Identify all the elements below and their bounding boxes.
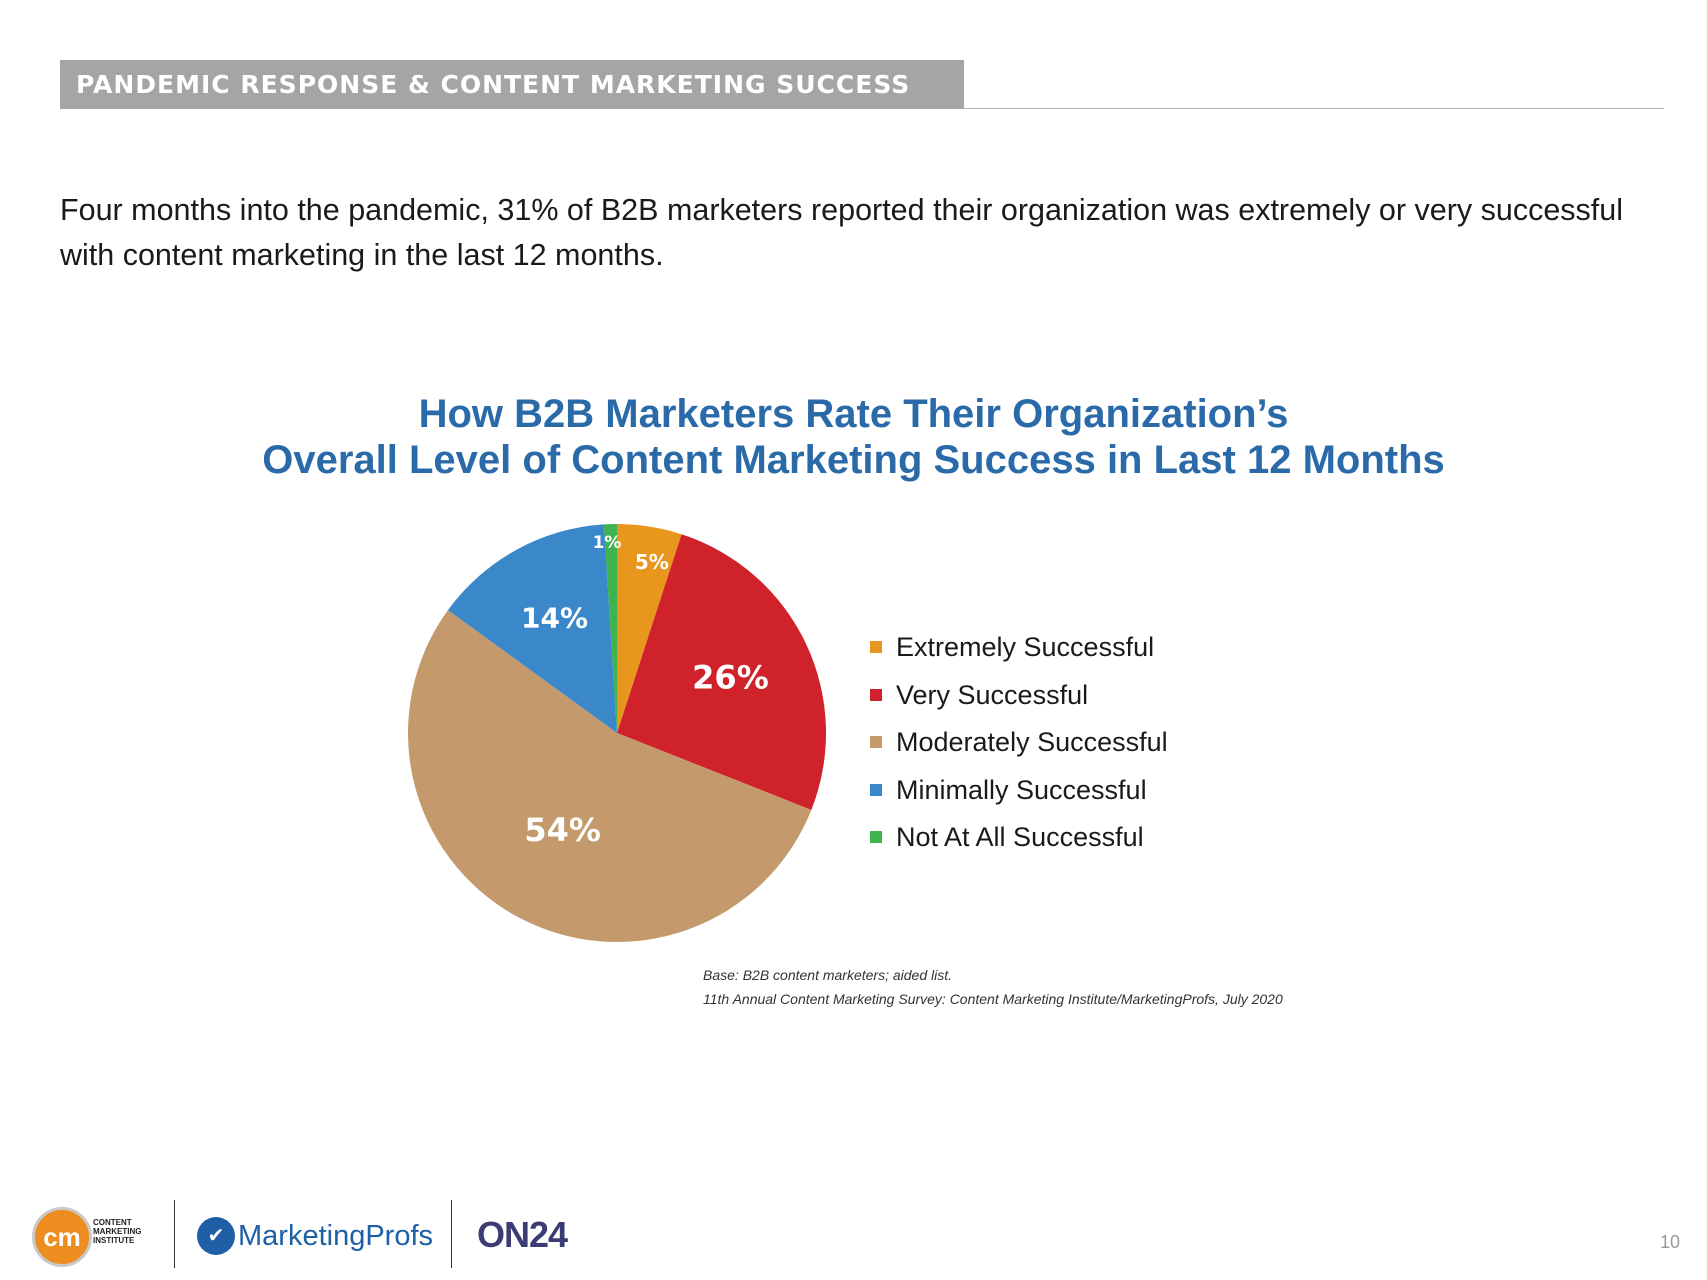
- pie-label-minimally-successful: 14%: [521, 601, 588, 634]
- intro-paragraph: Four months into the pandemic, 31% of B2…: [60, 188, 1660, 278]
- cmi-word-3: INSTITUTE: [93, 1236, 135, 1245]
- pie-slice-very-successful: [617, 534, 826, 810]
- source-note: 11th Annual Content Marketing Survey: Co…: [703, 991, 1283, 1007]
- base-note: Base: B2B content marketers; aided list.: [703, 967, 953, 983]
- chart-legend: Extremely Successful Very Successful Moder…: [870, 626, 1168, 864]
- pie-slice-moderately-successful: [408, 610, 812, 942]
- chart-title-line-1: How B2B Marketers Rate Their Organizatio…: [418, 392, 1289, 436]
- legend-item-minimally-successful: Minimally Successful: [870, 769, 1168, 817]
- cmi-word-1: CONTENT: [93, 1218, 132, 1227]
- legend-swatch: [870, 831, 882, 843]
- cmi-logo: cm: [32, 1207, 92, 1267]
- legend-item-moderately-successful: Moderately Successful: [870, 721, 1168, 769]
- legend-label: Minimally Successful: [896, 774, 1147, 805]
- legend-item-not-at-all-successful: Not At All Successful: [870, 816, 1168, 864]
- pie-label-extremely-successful: 5%: [635, 550, 669, 574]
- legend-swatch: [870, 736, 882, 748]
- pie-slice-minimally-successful: [447, 524, 617, 733]
- legend-label: Not At All Successful: [896, 822, 1144, 852]
- logo-divider: [174, 1200, 175, 1268]
- footer-logos: cm CONTENT MARKETING INSTITUTE ✔ Marketi…: [30, 1195, 590, 1275]
- page-number: 10: [1660, 1232, 1681, 1252]
- section-header-bar: PANDEMIC RESPONSE & CONTENT MARKETING SU…: [60, 60, 964, 109]
- legend-swatch: [870, 688, 882, 701]
- legend-label: Moderately Successful: [896, 727, 1168, 757]
- header-divider: [964, 108, 1664, 109]
- pie-label-very-successful: 26%: [692, 659, 769, 697]
- cmi-wordmark: CONTENT MARKETING INSTITUTE: [93, 1218, 153, 1245]
- legend-swatch: [870, 783, 882, 796]
- legend-item-very-successful: Very Successful: [870, 674, 1168, 722]
- intro-line-2: with content marketing in the last 12 mo…: [60, 238, 664, 272]
- pie-label-moderately-successful: 54%: [524, 811, 601, 849]
- legend-label: Very Successful: [896, 679, 1089, 710]
- legend-swatch: [870, 641, 882, 653]
- cmi-word-2: MARKETING: [93, 1227, 142, 1236]
- legend-item-extremely-successful: Extremely Successful: [870, 626, 1168, 674]
- intro-line-1: Four months into the pandemic, 31% of B2…: [60, 193, 1623, 227]
- pie-slice-extremely-successful: [617, 524, 682, 733]
- logo-divider: [451, 1200, 452, 1268]
- on24-logo: ON24: [477, 1214, 568, 1255]
- section-header-title: PANDEMIC RESPONSE & CONTENT MARKETING SU…: [76, 70, 911, 99]
- marketingprofs-logo: MarketingProfs: [238, 1220, 434, 1252]
- marketingprofs-icon: ✔: [197, 1217, 235, 1255]
- pie-label-not-at-all-successful: 1%: [593, 533, 622, 553]
- pie-slice-not-at-all-successful: [603, 524, 617, 733]
- chart-title-line-2: Overall Level of Content Marketing Succe…: [262, 438, 1445, 482]
- legend-label: Extremely Successful: [896, 632, 1155, 662]
